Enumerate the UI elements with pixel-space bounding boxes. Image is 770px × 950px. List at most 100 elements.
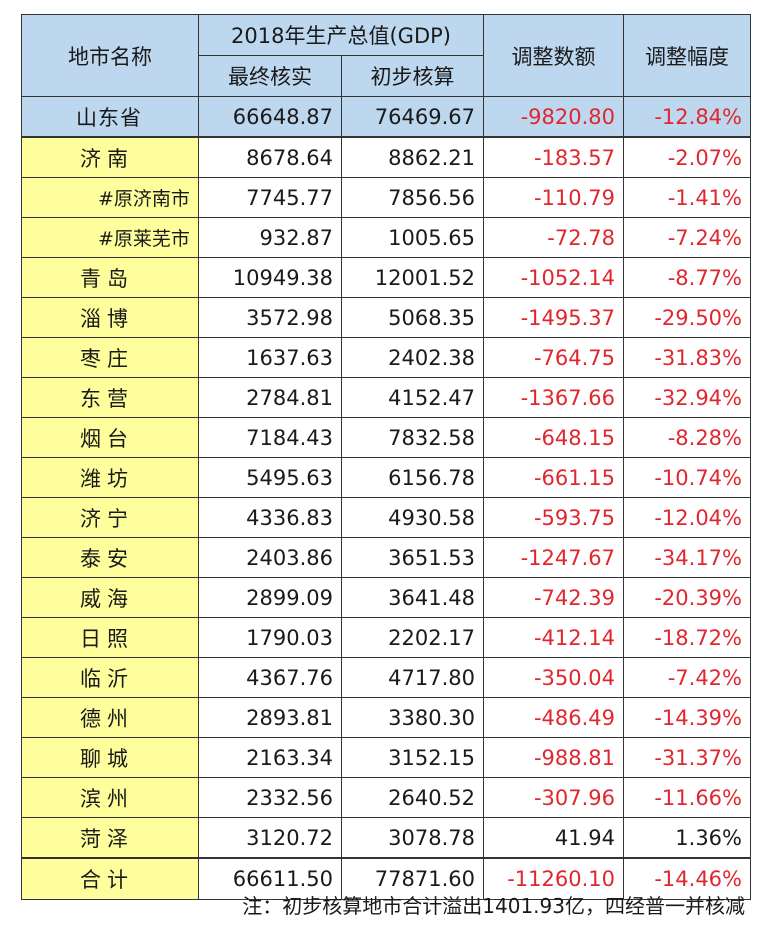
table-header: 地市名称 2018年生产总值(GDP) 调整数额 调整幅度 最终核实 初步核算	[21, 14, 751, 97]
province-name: 山东省	[21, 96, 199, 138]
city-name: #原济南市	[21, 177, 199, 218]
adjust-amount: -412.14	[483, 617, 624, 658]
adjust-rate: -20.39%	[623, 577, 751, 618]
table-row: 青岛 10949.38 12001.52 -1052.14 -8.77%	[21, 257, 751, 298]
city-name: 青岛	[21, 257, 199, 298]
city-name: 滨州	[21, 777, 199, 818]
prelim-value: 3641.48	[341, 577, 484, 618]
adjust-amount: -1052.14	[483, 257, 624, 298]
table-row: 淄博 3572.98 5068.35 -1495.37 -29.50%	[21, 297, 751, 338]
header-final: 最终核实	[198, 55, 342, 97]
adjust-rate: 1.36%	[623, 817, 751, 859]
table-row: 济宁 4336.83 4930.58 -593.75 -12.04%	[21, 497, 751, 538]
final-value: 3572.98	[198, 297, 342, 338]
city-name: 泰安	[21, 537, 199, 578]
adjust-amount: -72.78	[483, 217, 624, 258]
final-value: 7745.77	[198, 177, 342, 218]
prelim-value: 2402.38	[341, 337, 484, 378]
final-value: 2163.34	[198, 737, 342, 778]
adjust-amount: -1367.66	[483, 377, 624, 418]
table-row: 临沂 4367.76 4717.80 -350.04 -7.42%	[21, 657, 751, 698]
final-value: 1637.63	[198, 337, 342, 378]
final-value: 1790.03	[198, 617, 342, 658]
final-value: 10949.38	[198, 257, 342, 298]
city-name: 济宁	[21, 497, 199, 538]
adjust-rate: -11.66%	[623, 777, 751, 818]
total-rate: -14.46%	[623, 857, 751, 900]
final-value: 5495.63	[198, 457, 342, 498]
table-row: 枣庄 1637.63 2402.38 -764.75 -31.83%	[21, 337, 751, 378]
table-row: 东营 2784.81 4152.47 -1367.66 -32.94%	[21, 377, 751, 418]
final-value: 4336.83	[198, 497, 342, 538]
prelim-value: 6156.78	[341, 457, 484, 498]
table-row: 菏泽 3120.72 3078.78 41.94 1.36%	[21, 817, 751, 859]
adjust-rate: -7.42%	[623, 657, 751, 698]
adjust-amount: -988.81	[483, 737, 624, 778]
table-row: 德州 2893.81 3380.30 -486.49 -14.39%	[21, 697, 751, 738]
table-row: #原济南市 7745.77 7856.56 -110.79 -1.41%	[21, 177, 751, 218]
adjust-rate: -34.17%	[623, 537, 751, 578]
total-name: 合计	[21, 857, 199, 900]
adjust-rate: -14.39%	[623, 697, 751, 738]
adjust-amount: -183.57	[483, 136, 624, 178]
header-prelim: 初步核算	[341, 55, 484, 97]
final-value: 2403.86	[198, 537, 342, 578]
adjust-rate: -10.74%	[623, 457, 751, 498]
adjust-amount: -1247.67	[483, 537, 624, 578]
adjust-rate: -2.07%	[623, 136, 751, 178]
adjust-amount: -110.79	[483, 177, 624, 218]
adjust-amount: -593.75	[483, 497, 624, 538]
prelim-value: 4930.58	[341, 497, 484, 538]
city-name: 东营	[21, 377, 199, 418]
final-value: 2784.81	[198, 377, 342, 418]
city-name: #原莱芜市	[21, 217, 199, 258]
table-body: 山东省 66648.87 76469.67 -9820.80 -12.84% 济…	[21, 96, 751, 859]
adjust-amount: -1495.37	[483, 297, 624, 338]
final-value: 2893.81	[198, 697, 342, 738]
adjust-rate: -31.83%	[623, 337, 751, 378]
prelim-value: 1005.65	[341, 217, 484, 258]
table-row: 潍坊 5495.63 6156.78 -661.15 -10.74%	[21, 457, 751, 498]
header-adjust-rate: 调整幅度	[623, 14, 751, 97]
prelim-value: 4717.80	[341, 657, 484, 698]
total-final: 66611.50	[198, 857, 342, 900]
city-name: 枣庄	[21, 337, 199, 378]
table-row: #原莱芜市 932.87 1005.65 -72.78 -7.24%	[21, 217, 751, 258]
adjust-amount: -648.15	[483, 417, 624, 458]
final-value: 4367.76	[198, 657, 342, 698]
table-row: 聊城 2163.34 3152.15 -988.81 -31.37%	[21, 737, 751, 778]
prelim-value: 3078.78	[341, 817, 484, 859]
province-rate: -12.84%	[623, 96, 751, 138]
table-row: 烟台 7184.43 7832.58 -648.15 -8.28%	[21, 417, 751, 458]
adjust-rate: -31.37%	[623, 737, 751, 778]
city-name: 菏泽	[21, 817, 199, 859]
table-row: 济南 8678.64 8862.21 -183.57 -2.07%	[21, 136, 751, 178]
adjust-amount: -764.75	[483, 337, 624, 378]
prelim-value: 7832.58	[341, 417, 484, 458]
table-row: 日照 1790.03 2202.17 -412.14 -18.72%	[21, 617, 751, 658]
prelim-value: 3651.53	[341, 537, 484, 578]
prelim-value: 4152.47	[341, 377, 484, 418]
city-name: 淄博	[21, 297, 199, 338]
header-city: 地市名称	[21, 14, 199, 97]
table-row: 滨州 2332.56 2640.52 -307.96 -11.66%	[21, 777, 751, 818]
total-row: 合计 66611.50 77871.60 -11260.10 -14.46%	[21, 857, 751, 900]
final-value: 7184.43	[198, 417, 342, 458]
table-row: 泰安 2403.86 3651.53 -1247.67 -34.17%	[21, 537, 751, 578]
city-name: 临沂	[21, 657, 199, 698]
adjust-rate: -8.28%	[623, 417, 751, 458]
final-value: 2899.09	[198, 577, 342, 618]
city-name: 日照	[21, 617, 199, 658]
prelim-value: 8862.21	[341, 136, 484, 178]
footnote: 注：初步核算地市合计溢出1401.93亿，四经普一并核减	[242, 894, 745, 918]
header-adjust-amount: 调整数额	[483, 14, 624, 97]
gdp-table: 地市名称 2018年生产总值(GDP) 调整数额 调整幅度 最终核实 初步核算 …	[21, 14, 751, 900]
total-amount: -11260.10	[483, 857, 624, 900]
city-name: 潍坊	[21, 457, 199, 498]
city-name: 威海	[21, 577, 199, 618]
total-prelim: 77871.60	[341, 857, 484, 900]
adjust-amount: -742.39	[483, 577, 624, 618]
gdp-table-container: 地市名称 2018年生产总值(GDP) 调整数额 调整幅度 最终核实 初步核算 …	[21, 14, 751, 900]
province-row: 山东省 66648.87 76469.67 -9820.80 -12.84%	[21, 96, 751, 138]
city-name: 聊城	[21, 737, 199, 778]
